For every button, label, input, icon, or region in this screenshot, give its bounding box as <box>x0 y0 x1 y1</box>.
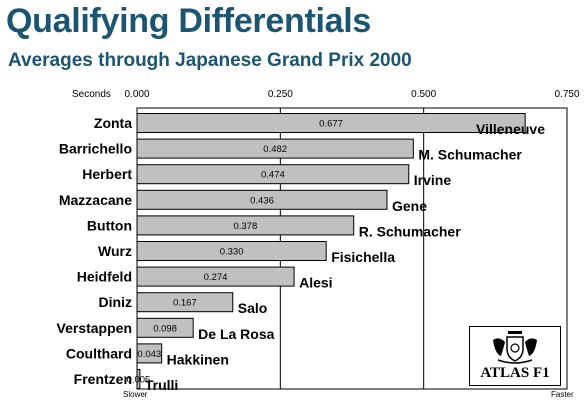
teammate-label: Fisichella <box>331 249 395 265</box>
bar <box>136 369 141 389</box>
bar <box>136 343 163 364</box>
data-label: 0.436 <box>250 195 274 206</box>
driver-label: Herbert <box>82 166 132 182</box>
data-label: 0.167 <box>173 298 197 309</box>
teammate-label: R. Schumacher <box>359 223 461 239</box>
data-label: 0.043 <box>137 349 161 360</box>
bar <box>136 317 194 338</box>
teammate-label: De La Rosa <box>198 326 274 342</box>
driver-label: Heidfeld <box>77 269 132 285</box>
chart-subtitle: Averages through Japanese Grand Prix 200… <box>8 50 412 71</box>
axis-title: Seconds <box>72 89 111 100</box>
x-tick-label: 0.750 <box>554 89 579 100</box>
teammate-label: Trulli <box>145 377 178 393</box>
faster-label: Faster <box>551 390 574 399</box>
bar <box>136 113 526 133</box>
x-tick-label: 0.500 <box>411 89 436 100</box>
driver-label: Frentzen <box>74 371 132 387</box>
teammate-label: Gene <box>392 198 427 214</box>
driver-label: Barrichello <box>59 141 132 157</box>
data-label: 0.098 <box>153 323 177 334</box>
driver-label: Mazzacane <box>59 192 132 208</box>
data-label: 0.274 <box>204 272 228 283</box>
bar <box>136 266 295 287</box>
teammate-label: Villeneuve <box>476 121 545 137</box>
atlas-f1-logo: ATLAS F1 <box>469 326 561 386</box>
bar <box>136 189 388 210</box>
data-label: 0.474 <box>261 170 285 181</box>
crest-icon <box>493 331 537 364</box>
data-label: 0.482 <box>263 144 287 155</box>
driver-label: Button <box>87 217 132 233</box>
data-label: 0.677 <box>319 119 343 130</box>
bar <box>136 241 327 261</box>
data-label: 0.005 <box>127 375 151 386</box>
driver-label: Diniz <box>99 294 132 310</box>
bar <box>136 292 234 313</box>
x-tick-label: 0.000 <box>124 89 149 100</box>
slower-label: Slower <box>123 390 148 399</box>
driver-label: Zonta <box>94 115 132 131</box>
data-label: 0.330 <box>220 247 244 258</box>
bar <box>136 164 410 185</box>
teammate-label: Hakkinen <box>167 351 229 367</box>
driver-label: Wurz <box>98 243 132 259</box>
driver-label: Verstappen <box>57 320 132 336</box>
data-label: 0.378 <box>233 221 257 232</box>
bar <box>136 215 355 236</box>
teammate-label: Alesi <box>299 275 332 291</box>
chart-title: Qualifying Differentials <box>6 2 371 40</box>
teammate-label: M. Schumacher <box>418 147 522 163</box>
logo-text: ATLAS F1 <box>480 365 550 381</box>
teammate-label: Salo <box>238 300 268 316</box>
teammate-label: Irvine <box>414 172 452 188</box>
x-tick-label: 0.250 <box>268 89 293 100</box>
driver-label: Coulthard <box>66 345 132 361</box>
bar <box>136 138 414 159</box>
